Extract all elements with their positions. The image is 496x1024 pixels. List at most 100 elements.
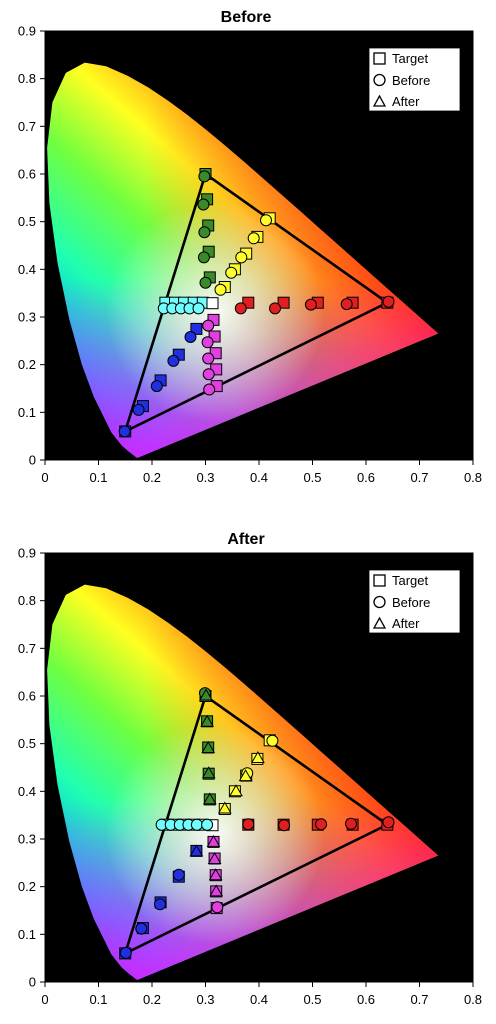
y-tick-label: 0.9 xyxy=(18,24,36,39)
y-tick-label: 0.5 xyxy=(18,214,36,229)
y-axis: 0 0.1 0.2 0.3 0.4 0.5 0.6 0.7 0.8 0.9 xyxy=(18,546,45,990)
before-circle-marker xyxy=(201,818,214,831)
before-circle-marker xyxy=(345,817,357,830)
y-tick-label: 0.4 xyxy=(18,784,36,799)
data-points xyxy=(119,687,395,960)
x-tick-label: 0.3 xyxy=(196,470,214,485)
before-circle-marker xyxy=(211,901,224,914)
before-circle-marker xyxy=(118,425,131,438)
before-circle-marker xyxy=(266,734,279,747)
x-tick-label: 0.2 xyxy=(143,992,161,1007)
before-circle-marker xyxy=(172,868,185,881)
before-circle-marker xyxy=(198,170,211,183)
x-tick-label: 0 xyxy=(41,470,48,485)
before-circle-marker xyxy=(198,226,211,239)
target-square-marker xyxy=(242,296,255,309)
before-circle-marker xyxy=(150,380,163,393)
y-tick-label: 0.6 xyxy=(18,689,36,704)
x-tick-label: 0.4 xyxy=(250,992,268,1007)
x-axis: 0 0.1 0.2 0.3 0.4 0.5 0.6 0.7 0.8 xyxy=(41,460,482,485)
before-circle-marker xyxy=(135,922,148,935)
y-tick-label: 0.3 xyxy=(18,310,36,325)
y-tick-label: 0 xyxy=(29,453,36,468)
legend-label-after: After xyxy=(392,94,420,109)
before-circle-marker xyxy=(242,818,255,831)
before-circle-marker xyxy=(247,232,260,245)
legend-circle-marker xyxy=(373,595,386,609)
y-tick-label: 0 xyxy=(29,975,36,990)
y-tick-label: 0.6 xyxy=(18,167,36,182)
y-tick-label: 0.9 xyxy=(18,546,36,561)
before-circle-marker xyxy=(315,818,328,831)
before-circle-marker xyxy=(167,354,180,367)
after-triangle-marker xyxy=(206,834,221,847)
before-circle-marker xyxy=(260,214,272,227)
before-circle-marker xyxy=(197,198,210,211)
chart-title: Before xyxy=(221,9,272,26)
y-tick-label: 0.3 xyxy=(18,832,36,847)
before-circle-marker xyxy=(119,946,132,959)
x-tick-label: 0.8 xyxy=(464,992,482,1007)
after-triangle-marker xyxy=(200,714,214,727)
legend-label-before: Before xyxy=(392,595,430,610)
before-circle-marker xyxy=(382,295,395,308)
before-circle-marker xyxy=(154,898,166,911)
after-triangle-marker xyxy=(238,769,253,782)
before-circle-marker xyxy=(269,302,281,315)
before-circle-marker xyxy=(235,251,248,264)
before-circle-marker xyxy=(199,276,212,289)
x-tick-label: 0.4 xyxy=(250,470,268,485)
before-circle-marker xyxy=(340,298,353,311)
before-circle-marker xyxy=(278,819,291,832)
before-circle-marker xyxy=(382,816,395,829)
x-tick-label: 0 xyxy=(41,992,48,1007)
after-triangle-marker xyxy=(189,844,204,857)
y-tick-label: 0.8 xyxy=(18,593,36,608)
after-triangle-marker xyxy=(199,688,213,701)
legend: Target Before After xyxy=(368,569,461,634)
plot-frame xyxy=(44,552,474,983)
y-tick-label: 0.1 xyxy=(18,405,36,420)
plot-frame xyxy=(44,30,474,461)
chart-before: Before 0 0.1 0.2 0.3 0.4 0.5 0.6 0.7 0.8 0 0.1 0.2… xyxy=(18,9,482,485)
x-tick-label: 0.1 xyxy=(89,470,107,485)
after-triangle-marker xyxy=(201,766,216,779)
legend-square-marker xyxy=(373,574,386,587)
spectral-locus-fill xyxy=(47,584,439,980)
before-circle-marker xyxy=(202,319,215,332)
before-circle-marker xyxy=(234,302,247,315)
y-tick-label: 0.8 xyxy=(18,71,36,86)
after-triangle-marker xyxy=(202,792,217,805)
y-tick-label: 0.1 xyxy=(18,927,36,942)
after-triangle-marker xyxy=(217,801,232,814)
after-triangle-marker xyxy=(229,784,243,797)
legend-label-target: Target xyxy=(392,573,429,588)
legend-label-target: Target xyxy=(392,51,429,66)
before-circle-marker xyxy=(132,403,145,416)
before-circle-marker xyxy=(192,302,205,315)
before-circle-marker xyxy=(225,266,238,279)
legend-label-after: After xyxy=(392,616,420,631)
target-square-marker xyxy=(206,297,219,310)
after-triangle-marker xyxy=(209,884,224,897)
before-circle-marker xyxy=(304,298,317,311)
x-tick-label: 0.7 xyxy=(410,992,428,1007)
target-square-marker xyxy=(190,322,203,335)
legend-triangle-marker xyxy=(372,94,387,107)
before-circle-marker xyxy=(203,383,216,396)
target-square-marker xyxy=(277,296,290,309)
x-tick-label: 0.1 xyxy=(89,992,107,1007)
x-tick-label: 0.8 xyxy=(464,470,482,485)
y-tick-label: 0.2 xyxy=(18,879,36,894)
y-tick-label: 0.4 xyxy=(18,262,36,277)
y-tick-label: 0.2 xyxy=(18,357,36,372)
x-axis: 0 0.1 0.2 0.3 0.4 0.5 0.6 0.7 0.8 xyxy=(41,982,482,1007)
x-tick-label: 0.2 xyxy=(143,470,161,485)
before-circle-marker xyxy=(214,283,227,296)
y-tick-label: 0.5 xyxy=(18,736,36,751)
x-tick-label: 0.6 xyxy=(357,470,375,485)
before-circle-marker xyxy=(197,251,210,264)
spectral-locus xyxy=(47,584,439,980)
legend-triangle-marker xyxy=(372,616,387,629)
